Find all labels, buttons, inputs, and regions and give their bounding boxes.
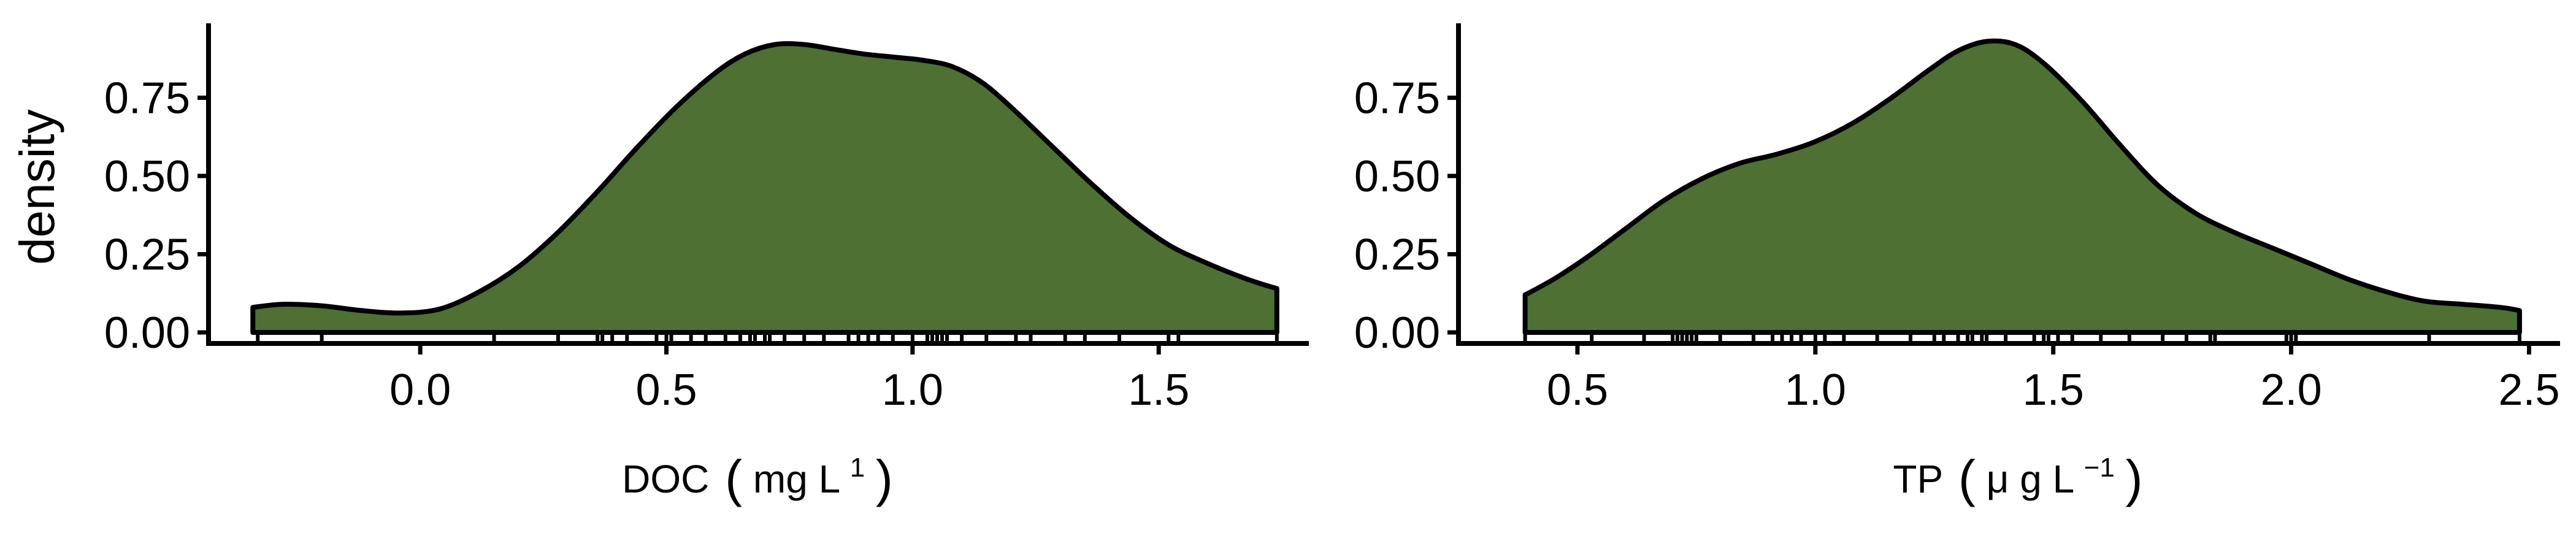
- tp-density-panel: 0.00 0.25 0.50 0.75 0.5 1.0 1.5 2.0 2.5 TP ( μ …: [1354, 23, 2560, 507]
- tp-x-label-paren-open: (: [1958, 450, 1976, 507]
- tp-y-tick-label-3: 0.75: [1354, 74, 1440, 123]
- doc-rug-marks: [256, 333, 1279, 341]
- doc-x-label-superscript: 1: [850, 453, 865, 483]
- tp-x-tick-label-0: 0.5: [1547, 366, 1608, 415]
- tp-x-label-main: TP: [1893, 457, 1942, 501]
- doc-y-axis-label: density: [10, 109, 64, 264]
- doc-x-tick-label-3: 1.5: [1128, 366, 1189, 415]
- tp-x-tick-label-1: 1.0: [1785, 366, 1846, 415]
- tp-x-tick-label-3: 2.0: [2261, 366, 2322, 415]
- tp-x-label-paren-close: ): [2126, 450, 2143, 507]
- tp-x-label-units: μ g L: [1987, 457, 2074, 501]
- doc-density-panel: 0.00 0.25 0.50 0.75 0.0 0.5 1.0 1.5 density DO…: [10, 23, 1309, 507]
- doc-x-label-units: mg L: [753, 457, 840, 501]
- doc-x-axis-label: DOC ( mg L 1 ): [622, 441, 893, 507]
- doc-x-label-paren-open: (: [725, 450, 742, 507]
- tp-y-tick-label-0: 0.00: [1354, 309, 1440, 358]
- tp-y-ticks: 0.00 0.25 0.50 0.75: [1354, 74, 1459, 358]
- tp-x-axis-label: TP ( μ g L −1 ): [1893, 441, 2142, 507]
- doc-y-tick-label-0: 0.00: [104, 309, 190, 358]
- doc-x-label-main: DOC: [622, 457, 709, 501]
- tp-x-tick-label-2: 1.5: [2023, 366, 2084, 415]
- doc-x-label-paren-close: ): [876, 450, 893, 507]
- tp-x-ticks: 0.5 1.0 1.5 2.0 2.5: [1547, 343, 2560, 415]
- tp-x-tick-label-4: 2.5: [2498, 366, 2559, 415]
- tp-density-area: [1522, 38, 2522, 335]
- tp-y-tick-label-2: 0.50: [1354, 152, 1440, 201]
- tp-rug-marks: [1523, 333, 2521, 341]
- doc-x-tick-label-0: 0.0: [389, 366, 451, 415]
- doc-x-tick-label-2: 1.0: [882, 366, 943, 415]
- doc-density-area: [250, 41, 1279, 335]
- doc-y-ticks: 0.00 0.25 0.50 0.75: [104, 74, 209, 358]
- doc-y-tick-label-1: 0.25: [104, 230, 190, 279]
- tp-x-label-superscript: −1: [2084, 453, 2115, 483]
- doc-y-tick-label-2: 0.50: [104, 152, 190, 201]
- tp-y-tick-label-1: 0.25: [1354, 230, 1440, 279]
- doc-x-tick-label-1: 0.5: [635, 366, 697, 415]
- doc-x-ticks: 0.0 0.5 1.0 1.5: [389, 343, 1189, 415]
- doc-y-tick-label-3: 0.75: [104, 74, 190, 123]
